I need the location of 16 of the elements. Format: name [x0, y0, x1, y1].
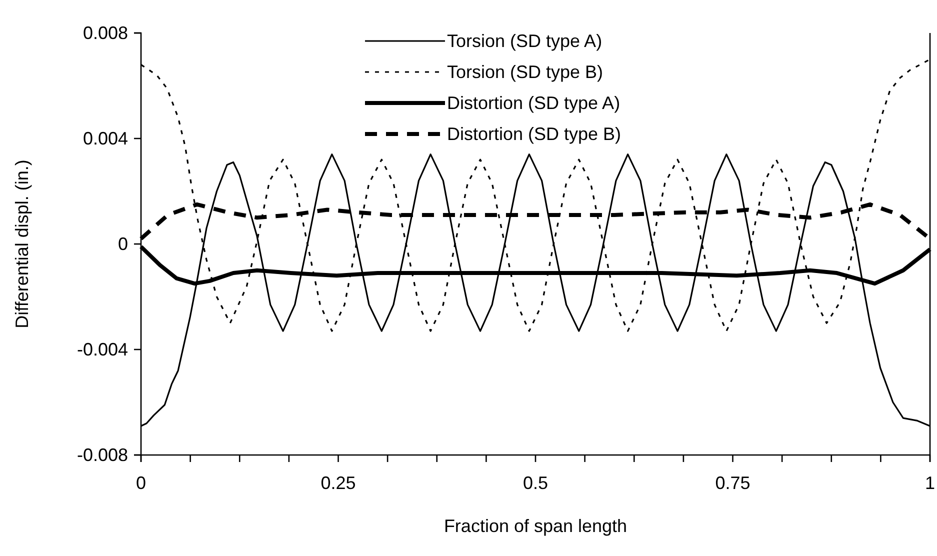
y-tick-label: -0.008: [76, 444, 128, 465]
y-tick-label: 0.008: [82, 22, 128, 43]
x-tick-label: 0.5: [522, 472, 548, 493]
legend-label: Distortion (SD type B): [447, 124, 622, 144]
x-tick-label: 0.25: [320, 472, 356, 493]
x-tick-label: 1: [924, 472, 936, 493]
x-tick-label: 0.75: [715, 472, 750, 493]
legend-label: Torsion (SD type A): [447, 31, 602, 51]
y-tick-label: 0.004: [82, 128, 128, 148]
y-tick-label: 0: [118, 234, 128, 254]
x-axis-title: Fraction of span length: [444, 516, 628, 536]
legend-label: Torsion (SD type B): [447, 62, 604, 82]
y-axis-title: Differential displ. (in.): [12, 160, 32, 328]
legend-label: Distortion (SD type A): [447, 93, 620, 113]
y-tick-label: -0.004: [76, 339, 128, 360]
x-tick-label: 0: [136, 472, 146, 493]
